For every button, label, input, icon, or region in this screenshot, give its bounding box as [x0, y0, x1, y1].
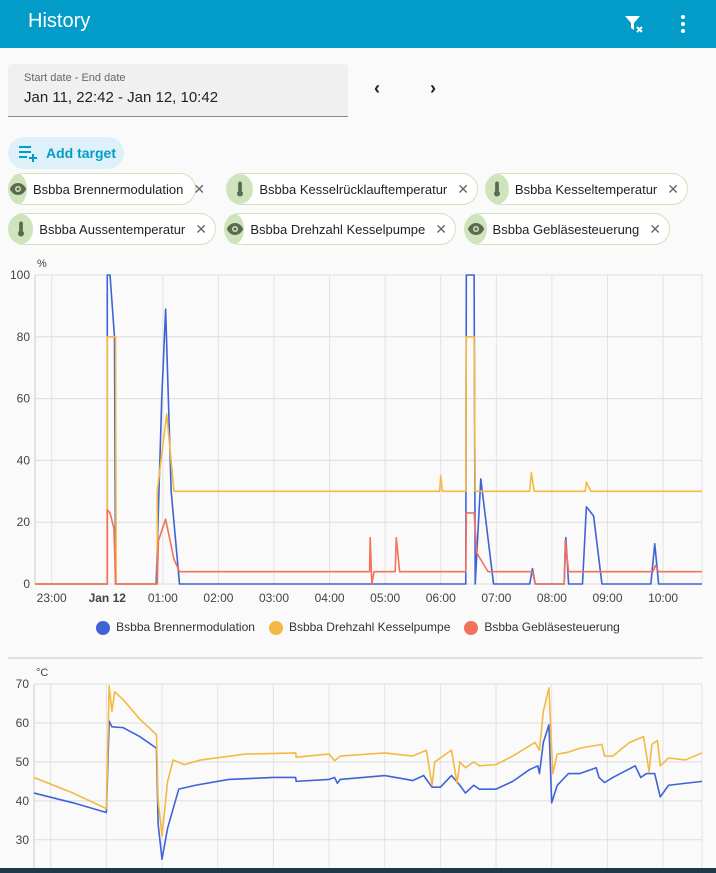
y-axis-unit: % — [37, 258, 47, 270]
filter-remove-icon — [625, 16, 643, 33]
y-tick-label: 80 — [17, 330, 31, 344]
chip-label: Bsbba Kesseltemperatur — [514, 181, 658, 197]
add-target-button[interactable]: Add target — [8, 137, 124, 169]
remove-chip-icon[interactable]: ✕ — [667, 180, 679, 197]
legend-label: Bsbba Brennermodulation — [116, 620, 255, 634]
x-tick-label: 01:00 — [148, 591, 178, 605]
page-title: History — [28, 10, 91, 32]
chip-label: Bsbba Kesselrücklauftemperatur — [259, 181, 448, 197]
divider — [8, 657, 703, 659]
target-chip[interactable]: Bsbba Drehzahl Kesselpumpe ✕ — [224, 213, 456, 245]
series-line-bsbba-brennermodulation[interactable] — [35, 274, 702, 585]
add-target-label: Add target — [46, 145, 116, 161]
chip-label: Bsbba Drehzahl Kesselpumpe — [250, 221, 426, 237]
series-line-bsbba-gebl-sesteuerung[interactable] — [35, 509, 702, 585]
eye-icon — [225, 214, 245, 244]
y-tick-label: 30 — [16, 833, 30, 847]
remove-chip-icon[interactable]: ✕ — [649, 220, 661, 237]
thermometer-icon — [486, 174, 509, 204]
target-chip[interactable]: Bsbba Kesselrücklauftemperatur ✕ — [226, 173, 478, 205]
clear-filter-button[interactable] — [618, 8, 650, 40]
legend-item[interactable]: Bsbba Drehzahl Kesselpumpe — [268, 620, 451, 635]
bottom-bar — [0, 868, 716, 873]
legend-item[interactable]: Bsbba Gebläsesteuerung — [464, 620, 620, 635]
x-tick-label: 07:00 — [481, 591, 511, 605]
y-tick-label: 100 — [10, 268, 30, 282]
x-tick-label: Jan 12 — [89, 591, 127, 605]
next-period-button[interactable]: › — [430, 78, 436, 98]
top-app-bar: History — [0, 0, 716, 48]
dots-vertical-icon — [681, 15, 685, 33]
legend-label: Bsbba Drehzahl Kesselpumpe — [288, 620, 451, 634]
x-tick-label: 02:00 — [203, 591, 233, 605]
x-tick-label: 10:00 — [648, 591, 678, 605]
legend-color-dot — [268, 620, 283, 635]
temperature-chart: 30 40 50 60 70 °C — [16, 667, 703, 868]
target-chip[interactable]: Bsbba Kesseltemperatur ✕ — [485, 173, 688, 205]
remove-chip-icon[interactable]: ✕ — [435, 220, 447, 237]
y-tick-label: 60 — [16, 716, 30, 730]
y-tick-label: 20 — [17, 515, 31, 529]
series-line-bsbba-drehzahl-kesselpumpe[interactable] — [35, 336, 702, 585]
x-tick-label: 04:00 — [315, 591, 345, 605]
x-tick-label: 08:00 — [537, 591, 567, 605]
thermometer-icon — [9, 214, 34, 244]
legend-item[interactable]: Bsbba Brennermodulation — [96, 620, 255, 635]
date-range-value: Jan 11, 22:42 - Jan 12, 10:42 — [24, 89, 219, 106]
x-tick-label: 03:00 — [259, 591, 289, 605]
date-range-picker[interactable]: Start date - End date Jan 11, 22:42 - Ja… — [8, 64, 348, 117]
y-tick-label: 50 — [16, 755, 30, 769]
remove-chip-icon[interactable]: ✕ — [457, 180, 469, 197]
chip-label: Bsbba Aussentemperatur — [39, 221, 186, 237]
grid — [33, 683, 703, 868]
grid — [34, 274, 703, 585]
legend-color-dot — [96, 620, 111, 635]
percent-chart: 0 20 40 60 80 100% 23:00 Jan 12 01:00 02:00 03:00 0… — [10, 258, 703, 605]
y-tick-label: 40 — [17, 453, 31, 467]
eye-icon — [9, 174, 27, 204]
thermometer-icon — [227, 174, 254, 204]
target-chip[interactable]: Bsbba Brennermodulation ✕ — [8, 173, 205, 205]
eye-icon — [465, 214, 487, 244]
chart-legend: Bsbba Brennermodulation Bsbba Drehzahl K… — [0, 620, 716, 635]
y-axis-unit: °C — [36, 667, 48, 679]
playlist-plus-icon — [19, 146, 37, 162]
legend-label: Bsbba Gebläsesteuerung — [484, 620, 620, 634]
chip-label: Bsbba Brennermodulation — [33, 181, 184, 197]
date-range-label: Start date - End date — [24, 72, 126, 84]
x-tick-label: 23:00 — [37, 591, 67, 605]
x-tick-label: 05:00 — [370, 591, 400, 605]
target-chip[interactable]: Bsbba Gebläsesteuerung ✕ — [464, 213, 670, 245]
target-chip[interactable]: Bsbba Aussentemperatur ✕ — [8, 213, 216, 245]
chip-label: Bsbba Gebläsesteuerung — [492, 221, 640, 237]
previous-period-button[interactable]: ‹ — [374, 78, 380, 98]
x-tick-label: 06:00 — [426, 591, 456, 605]
remove-chip-icon[interactable]: ✕ — [193, 180, 206, 197]
menu-button[interactable] — [667, 8, 699, 40]
y-tick-label: 0 — [23, 577, 30, 591]
y-tick-label: 40 — [16, 794, 30, 808]
x-tick-label: 09:00 — [592, 591, 622, 605]
remove-chip-icon[interactable]: ✕ — [195, 220, 207, 237]
series-line-bsbba-kesseltemperatur[interactable] — [33, 685, 703, 837]
y-tick-label: 70 — [16, 677, 30, 691]
series-line-bsbba-kesselr-cklauftemperatur[interactable] — [33, 720, 703, 861]
legend-color-dot — [464, 620, 479, 635]
y-tick-label: 60 — [17, 392, 31, 406]
